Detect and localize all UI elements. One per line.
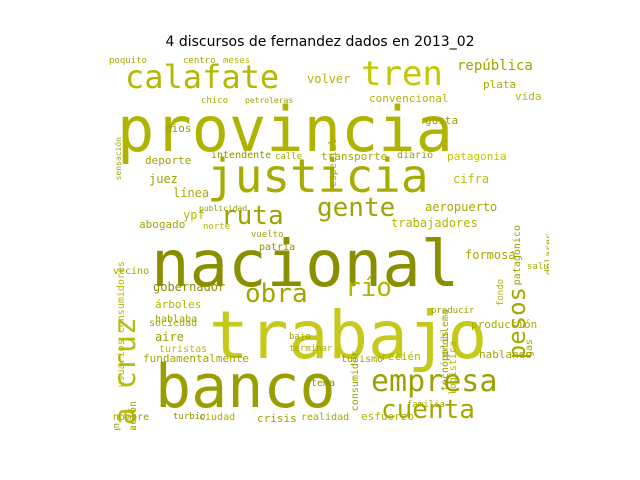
word-22: diario bbox=[397, 150, 434, 161]
word-32: abogado bbox=[139, 218, 186, 231]
word-2: nacional bbox=[151, 228, 460, 302]
word-54: vecino bbox=[113, 266, 150, 277]
word-71: problema bbox=[440, 309, 451, 358]
word-76: televisión bbox=[112, 423, 122, 430]
word-74: usuarios consumidores bbox=[116, 261, 127, 388]
word-48: realidad bbox=[301, 412, 350, 423]
word-13: obra bbox=[245, 279, 308, 309]
word-16: república bbox=[457, 58, 533, 74]
word-45: turismo bbox=[341, 354, 384, 365]
word-5: justicia bbox=[207, 149, 429, 203]
word-62: calle bbox=[275, 152, 303, 162]
word-1: provincia bbox=[117, 93, 453, 166]
word-25: deporte bbox=[145, 154, 192, 167]
word-65: norte bbox=[203, 222, 231, 232]
word-77: especial bbox=[328, 139, 339, 188]
word-63: patria bbox=[259, 242, 296, 253]
word-33: gobernador bbox=[153, 280, 226, 294]
word-46: tema bbox=[311, 378, 336, 389]
word-78: bajo bbox=[289, 332, 311, 342]
word-28: trabajadores bbox=[391, 216, 478, 230]
word-34: árboles bbox=[155, 298, 202, 311]
word-24: intendente bbox=[211, 150, 272, 161]
word-9: cuenta bbox=[381, 395, 475, 425]
word-56: meses bbox=[223, 56, 251, 66]
word-18: plata bbox=[483, 78, 517, 91]
word-21: patagonia bbox=[447, 150, 507, 163]
word-50: familia bbox=[407, 400, 445, 410]
word-35: hablaba bbox=[155, 314, 198, 325]
word-67: patagónico bbox=[512, 225, 523, 286]
word-53: nombre bbox=[113, 412, 150, 423]
word-12: gente bbox=[317, 193, 396, 223]
word-68: salud bbox=[527, 262, 549, 272]
word-26: cifra bbox=[453, 172, 490, 186]
word-59: dios bbox=[165, 122, 192, 135]
word-31: ypf bbox=[183, 208, 205, 222]
word-79: terminar bbox=[289, 344, 333, 354]
word-41: producción bbox=[471, 318, 538, 331]
word-11: ruta bbox=[221, 201, 284, 231]
word-58: volver bbox=[307, 72, 351, 86]
word-8: empresa bbox=[371, 364, 498, 399]
word-29: juez bbox=[149, 172, 178, 186]
word-38: turistas bbox=[159, 344, 208, 355]
word-23: transporte bbox=[321, 150, 388, 163]
word-82: sensación bbox=[114, 137, 123, 181]
word-44: recién bbox=[381, 350, 421, 363]
word-20: gusta bbox=[425, 114, 459, 127]
word-47: crisis bbox=[257, 412, 297, 425]
word-72: gas bbox=[524, 339, 535, 358]
word-30: línea bbox=[173, 186, 210, 200]
word-49: esfuerzo bbox=[361, 410, 414, 423]
word-37: aire bbox=[155, 330, 184, 344]
word-60: chico bbox=[201, 96, 229, 106]
word-52: turbio bbox=[173, 412, 206, 422]
word-3: trabajo bbox=[209, 297, 488, 374]
word-36: sociedad bbox=[149, 318, 198, 329]
word-27: aeropuerto bbox=[425, 200, 498, 214]
word-6: calafate bbox=[125, 58, 280, 96]
word-43: hablando bbox=[479, 348, 532, 361]
word-75: desocupación bbox=[128, 401, 139, 430]
word-81: publicidad bbox=[199, 204, 248, 213]
word-17: convencional bbox=[369, 92, 449, 105]
word-cloud: provincia nacional trabajo banco justicia cal… bbox=[99, 55, 549, 430]
word-39: fundamentalmente bbox=[143, 352, 249, 365]
word-19: vida bbox=[515, 90, 542, 103]
word-73: consumidor bbox=[350, 351, 361, 412]
word-80: fondo bbox=[496, 279, 506, 307]
word-40: formosa bbox=[465, 248, 516, 262]
word-4: banco bbox=[155, 352, 336, 422]
chart-title: 4 discursos de fernandez dados en 2013_0… bbox=[165, 34, 475, 50]
word-14: río bbox=[345, 273, 392, 303]
word-61: petroleras bbox=[245, 96, 294, 105]
word-64: vuelto bbox=[251, 230, 284, 240]
word-57: poquito bbox=[109, 56, 147, 66]
word-55: centro bbox=[183, 56, 216, 66]
word-51: ciudad bbox=[199, 412, 236, 423]
word-7: tren bbox=[361, 55, 443, 94]
word-42: producir bbox=[431, 306, 475, 316]
